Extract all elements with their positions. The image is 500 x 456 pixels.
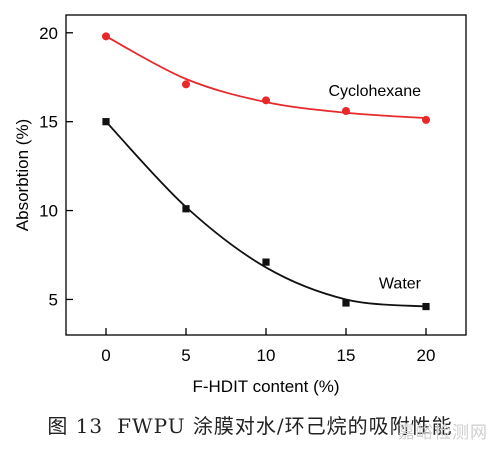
figure-number: 图 13 [47, 414, 104, 438]
x-axis-label: F-HDIT content (%) [192, 377, 339, 396]
cyclohexane-point [422, 115, 430, 124]
y-axis: 5 10 15 20 [39, 24, 73, 309]
caption-text: FWPU 涂膜对水/环己烷的吸附性能 [117, 414, 453, 438]
x-tick-label: 10 [257, 346, 276, 365]
figure-caption: 图 13 FWPU 涂膜对水/环己烷的吸附性能 [0, 410, 500, 439]
cyclohexane-point [262, 96, 270, 105]
y-axis-label: Absorbtion (%) [13, 119, 32, 231]
watermark: 嘉峪检测网 [398, 423, 488, 443]
water-point [182, 205, 190, 213]
y-tick-label: 5 [49, 290, 58, 309]
cyclohexane-point [342, 107, 350, 115]
y-tick-label: 20 [39, 24, 58, 43]
cyclohexane-series-label: Cyclohexane [329, 83, 422, 100]
cyclohexane-fit-line [105, 35, 427, 120]
water-fit-line [105, 121, 427, 308]
cyclohexane-point [102, 32, 110, 41]
water-point [342, 299, 350, 307]
y-tick-label: 10 [39, 202, 58, 221]
chart: 5 10 15 20 0 5 10 15 20 Cyclohexane Water Absorb… [13, 14, 467, 396]
y-tick-label: 15 [39, 113, 58, 132]
water-point [262, 258, 270, 266]
water-point [422, 302, 430, 311]
x-tick-label: 20 [417, 346, 436, 365]
series-layer: Cyclohexane Water [102, 32, 430, 311]
x-axis: 0 5 10 15 20 [101, 328, 435, 365]
x-tick-label: 5 [181, 346, 190, 365]
cyclohexane-point [182, 80, 190, 89]
x-tick-label: 0 [101, 346, 110, 365]
x-tick-label: 15 [337, 346, 356, 365]
water-series-label: Water [379, 276, 422, 293]
water-point [102, 118, 110, 126]
